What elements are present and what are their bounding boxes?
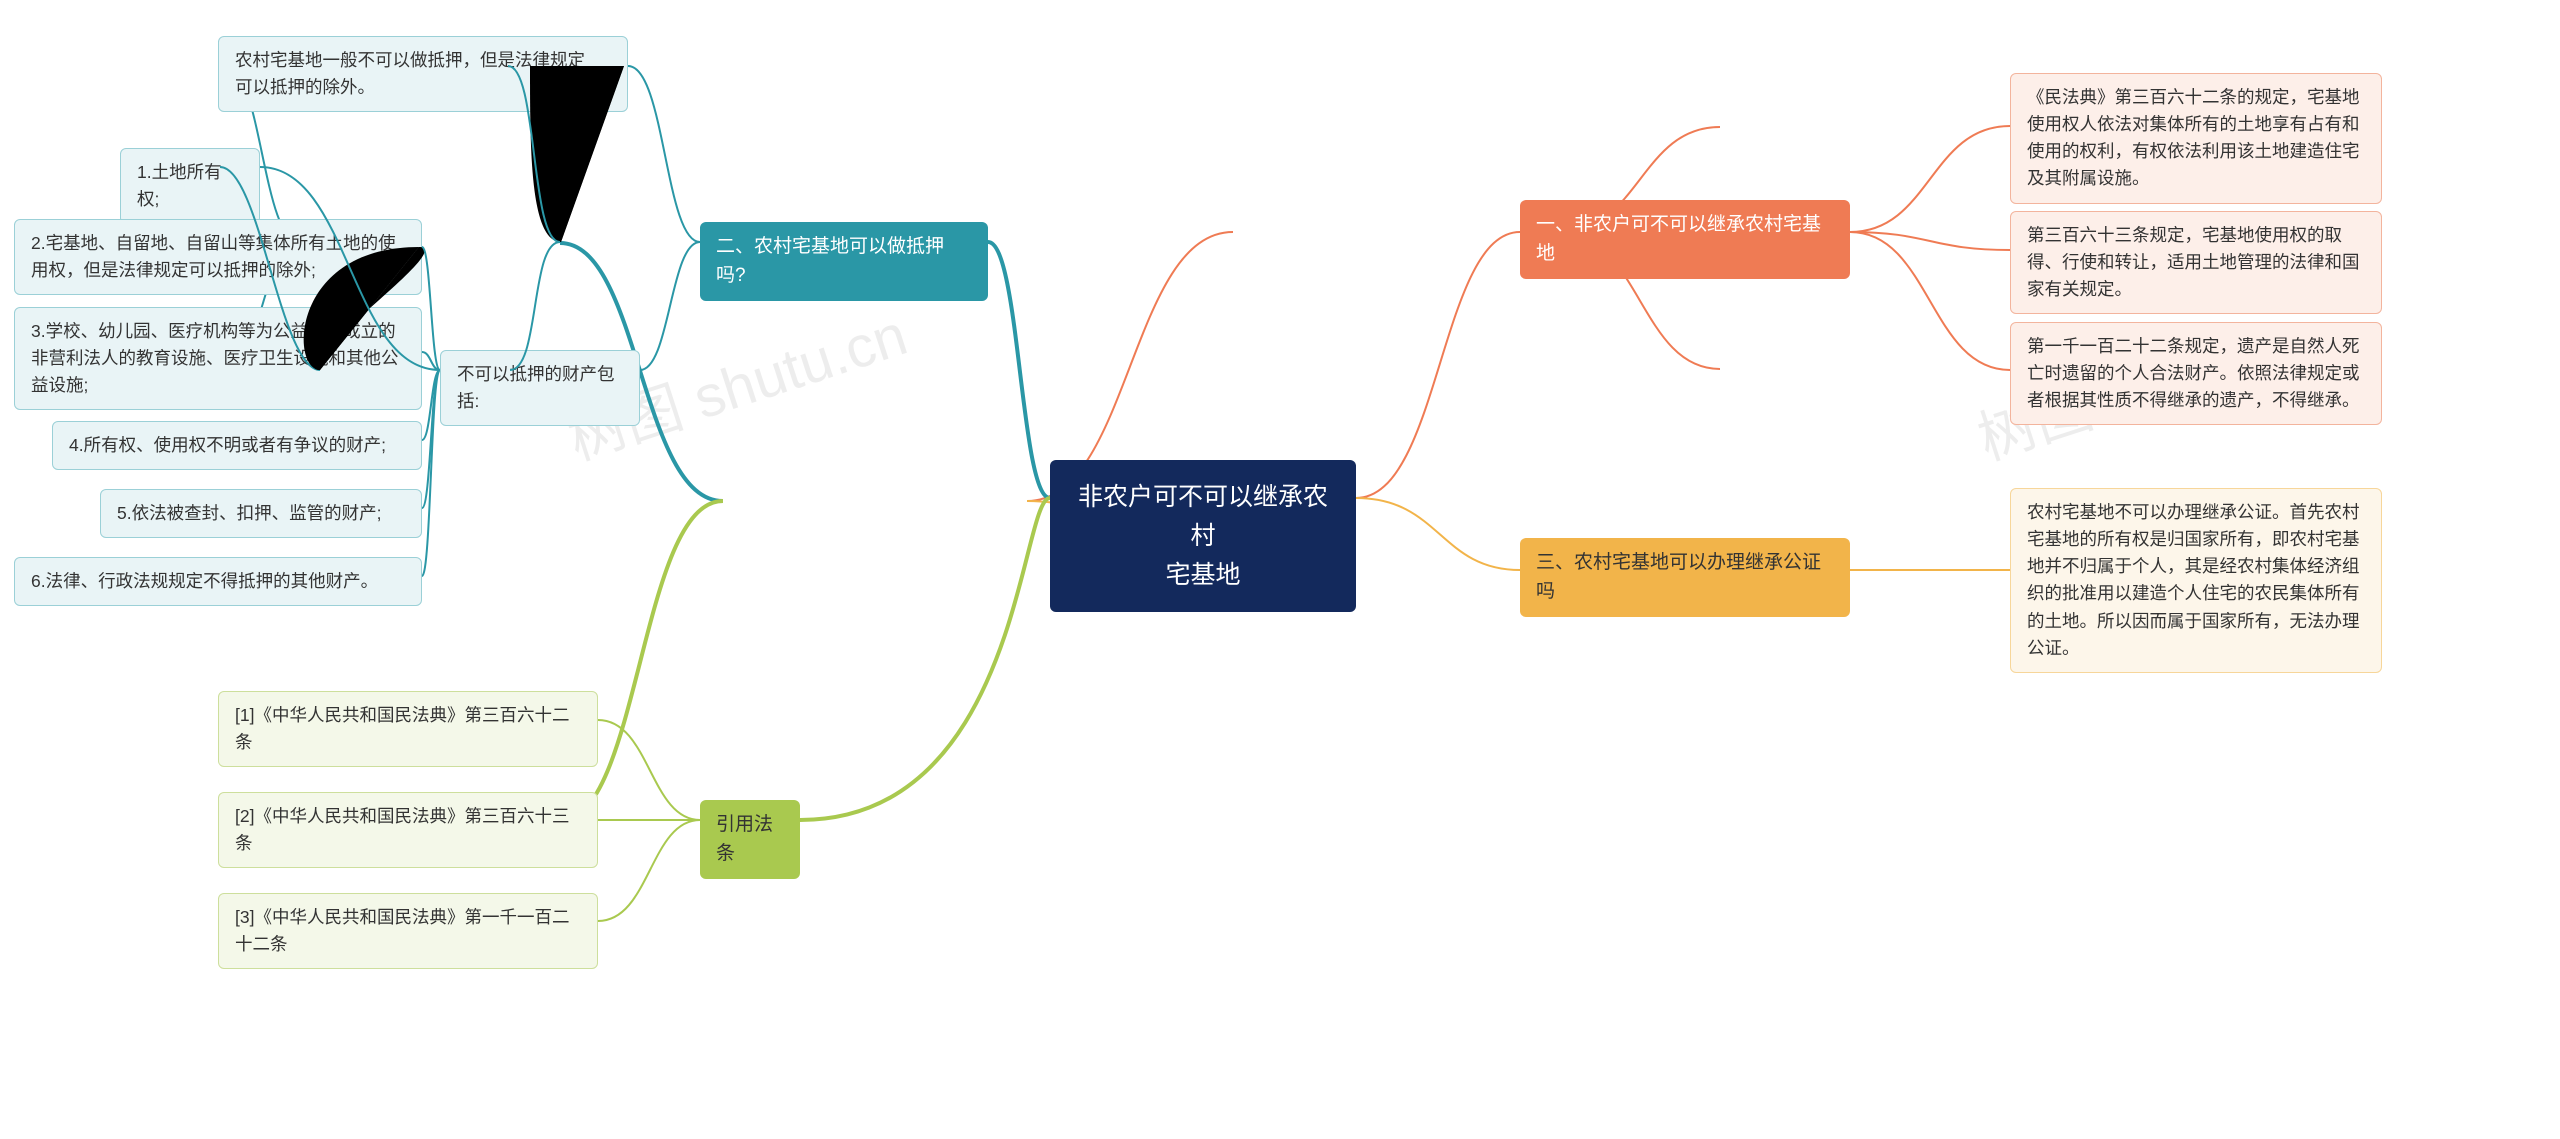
b2-leaf1-l1: 农村宅基地一般不可以做抵押，但是法律规定 — [235, 47, 611, 74]
b4-leaf-1: [2]《中华人民共和国民法典》第三百六十三条 — [218, 792, 598, 868]
root-node: 非农户可不可以继承农村 宅基地 — [1050, 460, 1356, 612]
b2-item-3-text: 4.所有权、使用权不明或者有争议的财产; — [69, 432, 386, 459]
b2-sub: 不可以抵押的财产包括: — [440, 350, 640, 426]
b2-leaf1-l2: 可以抵押的除外。 — [235, 74, 611, 101]
b3-title-l1: 三、农村宅基地可以办理继承公证 — [1536, 548, 1834, 577]
b2-item-3: 4.所有权、使用权不明或者有争议的财产; — [52, 421, 422, 470]
b2-item-1: 2.宅基地、自留地、自留山等集体所有土地的使用权，但是法律规定可以抵押的除外; — [14, 219, 422, 295]
root-line1: 非农户可不可以继承农村 — [1074, 478, 1332, 556]
b1-title-l1: 一、非农户可不可以继承农村宅基 — [1536, 210, 1834, 239]
b4-leaf-0-text: [1]《中华人民共和国民法典》第三百六十二条 — [235, 702, 581, 756]
root-line2: 宅基地 — [1074, 556, 1332, 595]
b1-leaf-1: 第三百六十三条规定，宅基地使用权的取得、行使和转让，适用土地管理的法律和国家有关… — [2010, 211, 2382, 314]
b2-title: 二、农村宅基地可以做抵押吗? — [716, 232, 972, 291]
branch-3: 三、农村宅基地可以办理继承公证 吗 — [1520, 538, 1850, 617]
b1-title-l2: 地 — [1536, 239, 1834, 268]
b2-item-2: 3.学校、幼儿园、医疗机构等为公益目的成立的非营利法人的教育设施、医疗卫生设施和… — [14, 307, 422, 410]
b4-title: 引用法条 — [716, 810, 784, 869]
branch-4: 引用法条 — [700, 800, 800, 879]
b2-item-4: 5.依法被查封、扣押、监管的财产; — [100, 489, 422, 538]
b3-leaf: 农村宅基地不可以办理继承公证。首先农村宅基地的所有权是归国家所有，即农村宅基地并… — [2010, 488, 2382, 673]
b2-item-2-text: 3.学校、幼儿园、医疗机构等为公益目的成立的非营利法人的教育设施、医疗卫生设施和… — [31, 318, 405, 399]
b2-leaf-1: 农村宅基地一般不可以做抵押，但是法律规定 可以抵押的除外。 — [218, 36, 628, 112]
b2-item-4-text: 5.依法被查封、扣押、监管的财产; — [117, 500, 381, 527]
b2-item-0: 1.土地所有权; — [120, 148, 260, 224]
branch-2: 二、农村宅基地可以做抵押吗? — [700, 222, 988, 301]
b4-leaf-2: [3]《中华人民共和国民法典》第一千一百二十二条 — [218, 893, 598, 969]
b3-leaf-text: 农村宅基地不可以办理继承公证。首先农村宅基地的所有权是归国家所有，即农村宅基地并… — [2027, 499, 2365, 662]
b4-leaf-1-text: [2]《中华人民共和国民法典》第三百六十三条 — [235, 803, 581, 857]
b2-item-1-text: 2.宅基地、自留地、自留山等集体所有土地的使用权，但是法律规定可以抵押的除外; — [31, 230, 405, 284]
b2-item-5-text: 6.法律、行政法规规定不得抵押的其他财产。 — [31, 568, 378, 595]
b1-leaf-1-text: 第三百六十三条规定，宅基地使用权的取得、行使和转让，适用土地管理的法律和国家有关… — [2027, 222, 2365, 303]
b2-sub-label: 不可以抵押的财产包括: — [457, 361, 623, 415]
b2-item-5: 6.法律、行政法规规定不得抵押的其他财产。 — [14, 557, 422, 606]
b1-leaf-0-text: 《民法典》第三百六十二条的规定，宅基地使用权人依法对集体所有的土地享有占有和使用… — [2027, 84, 2365, 193]
b4-leaf-0: [1]《中华人民共和国民法典》第三百六十二条 — [218, 691, 598, 767]
b1-leaf-2: 第一千一百二十二条规定，遗产是自然人死亡时遗留的个人合法财产。依照法律规定或者根… — [2010, 322, 2382, 425]
b4-leaf-2-text: [3]《中华人民共和国民法典》第一千一百二十二条 — [235, 904, 581, 958]
b2-item-0-text: 1.土地所有权; — [137, 159, 243, 213]
b1-leaf-2-text: 第一千一百二十二条规定，遗产是自然人死亡时遗留的个人合法财产。依照法律规定或者根… — [2027, 333, 2365, 414]
branch-1: 一、非农户可不可以继承农村宅基 地 — [1520, 200, 1850, 279]
b1-leaf-0: 《民法典》第三百六十二条的规定，宅基地使用权人依法对集体所有的土地享有占有和使用… — [2010, 73, 2382, 204]
b3-title-l2: 吗 — [1536, 577, 1834, 606]
